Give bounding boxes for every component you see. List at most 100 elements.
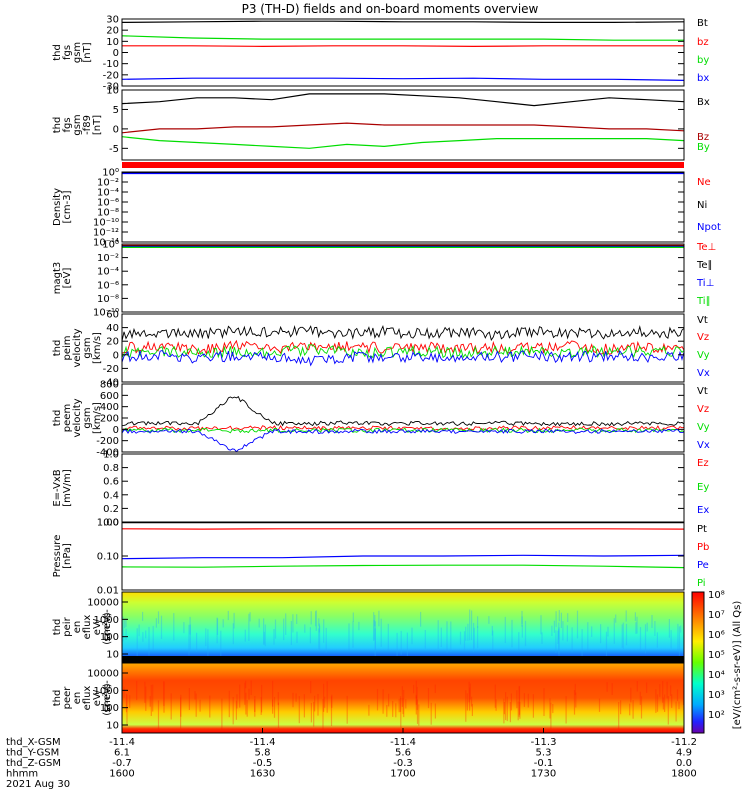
spectrogram-stripe — [163, 681, 165, 713]
legend-Bx: Bx — [697, 97, 710, 108]
spectrogram-stripe — [272, 699, 274, 714]
panel-frame — [121, 89, 685, 161]
spectrogram-stripe — [471, 703, 473, 716]
spectrogram-stripe — [318, 623, 320, 633]
ytick-label: 10⁻¹⁴ — [93, 238, 119, 249]
legend-Ti⊥: Ti⊥ — [696, 278, 714, 289]
spectrogram-stripe — [654, 621, 656, 636]
ylabel-line: sr-eV) — [102, 612, 113, 641]
colorbar: 10⁸ 10⁷ 10⁶ 10⁵ 10⁴ 10³ 10² [eV/(cm²-s-sr-eV)] … — [691, 590, 743, 734]
panel-peer-spectrogram: 10000 1000 100 10 thd peer en eflux eV/(cm²-s-sr… — [52, 662, 685, 734]
spectrogram-stripe — [524, 620, 527, 647]
spectrogram-stripe — [125, 628, 127, 640]
ylabel-line: velocity — [72, 398, 83, 437]
ytick-label: 10⁻⁶ — [97, 280, 119, 291]
spectrogram-stripe — [138, 624, 140, 637]
footer-row-label: thd_Z-GSM — [6, 758, 61, 769]
spectrogram-stripe — [304, 624, 306, 633]
panel-frame — [121, 591, 685, 663]
panel-frame — [121, 243, 685, 313]
spectrogram-stripe — [503, 698, 505, 724]
spectrogram-stripe — [318, 628, 320, 650]
ytick-label: 10⁰ — [102, 168, 119, 179]
spectrogram-stripe — [678, 701, 680, 710]
spectrogram-stripe — [388, 693, 390, 707]
spectrogram-stripe — [315, 611, 317, 627]
spectrogram-stripe — [420, 611, 422, 627]
ylabel-line: thd — [52, 117, 63, 134]
spectrogram-stripe — [575, 692, 577, 708]
panel-frame — [121, 453, 685, 523]
ylabel-line: [mV/m] — [62, 469, 73, 507]
spectrogram-stripe — [434, 684, 436, 693]
footer-value: -0.5 — [253, 758, 273, 769]
spectrogram-stripe — [558, 610, 560, 622]
spectrogram-stripe — [615, 614, 617, 623]
series-line-by — [121, 35, 684, 41]
spectrogram-stripe — [566, 625, 568, 642]
spectrogram-stripe — [152, 625, 154, 651]
ytick-label: -10 — [103, 59, 119, 70]
footer-value: 1600 — [109, 769, 134, 780]
spectrogram-stripe — [358, 621, 360, 631]
spectrogram-stripe — [129, 695, 131, 708]
spectrogram-stripe — [125, 618, 127, 627]
ytick-label: 0 — [113, 124, 119, 135]
spectrogram-stripe — [437, 620, 439, 649]
ytick-label: 10⁻¹⁰ — [93, 218, 119, 229]
series-line-bz — [122, 45, 684, 48]
legend-bx: bx — [697, 73, 709, 84]
ytick-label: 0 — [113, 350, 119, 361]
footer-value: -11.2 — [671, 737, 697, 748]
legend-Ne: Ne — [697, 177, 711, 188]
spectrogram-stripe — [491, 625, 493, 636]
spectrogram-stripe — [261, 684, 263, 713]
spectrogram-stripe — [399, 696, 402, 712]
spectrogram-stripe — [277, 702, 280, 728]
spectrogram-stripe — [581, 629, 583, 658]
spectrogram-stripe — [635, 622, 637, 634]
ytick-label: 0 — [113, 425, 119, 436]
spectrogram-stripe — [521, 624, 523, 638]
footer-value: 1630 — [250, 769, 275, 780]
footer-value: -0.3 — [393, 758, 413, 769]
spectrogram-stripe — [319, 625, 321, 650]
ylabel-line: [nT] — [82, 42, 93, 62]
panel-frame — [121, 521, 685, 591]
spectrogram-stripe — [549, 698, 551, 719]
spectrogram-stripe — [402, 697, 404, 715]
footer-row-label: thd_X-GSM — [6, 737, 61, 748]
spectrogram-stripe — [352, 612, 354, 622]
spectrogram-stripe — [273, 629, 275, 645]
footer-value: 5.8 — [255, 748, 271, 759]
spectrogram-stripe — [558, 622, 560, 654]
spectrogram-stripe — [518, 632, 520, 650]
spectrogram-stripe — [555, 611, 557, 627]
ytick-label: 0.0 — [103, 518, 119, 529]
spectrogram-stripe — [477, 626, 479, 649]
spectrogram-stripe — [263, 618, 265, 645]
ytick-label: 40 — [106, 323, 119, 334]
spectrogram-stripe — [469, 683, 471, 700]
footer-value: 5.6 — [395, 748, 411, 759]
ylabel-line: [cm-3] — [62, 190, 73, 223]
legend-Pi: Pi — [697, 578, 706, 589]
spectrogram-stripe — [630, 687, 632, 703]
colorbar-gradient — [691, 591, 705, 734]
spectrogram-stripe — [323, 619, 325, 643]
spectrogram-stripe — [415, 694, 417, 705]
series-line-Bt — [121, 20, 685, 23]
spectrogram-stripe — [263, 631, 265, 645]
series-line-Pi — [121, 564, 685, 569]
spectrogram-stripe — [188, 624, 190, 656]
spectrogram-stripe — [124, 619, 126, 629]
spectrogram-stripe — [552, 704, 554, 714]
spectrogram-stripe — [236, 694, 238, 709]
spectrogram-stripe — [622, 622, 624, 650]
spectrogram-stripe — [467, 623, 469, 641]
spectrogram-stripe — [194, 691, 196, 700]
spectrogram-stripe — [125, 693, 128, 713]
ytick-label: 10⁻⁴ — [97, 188, 119, 199]
